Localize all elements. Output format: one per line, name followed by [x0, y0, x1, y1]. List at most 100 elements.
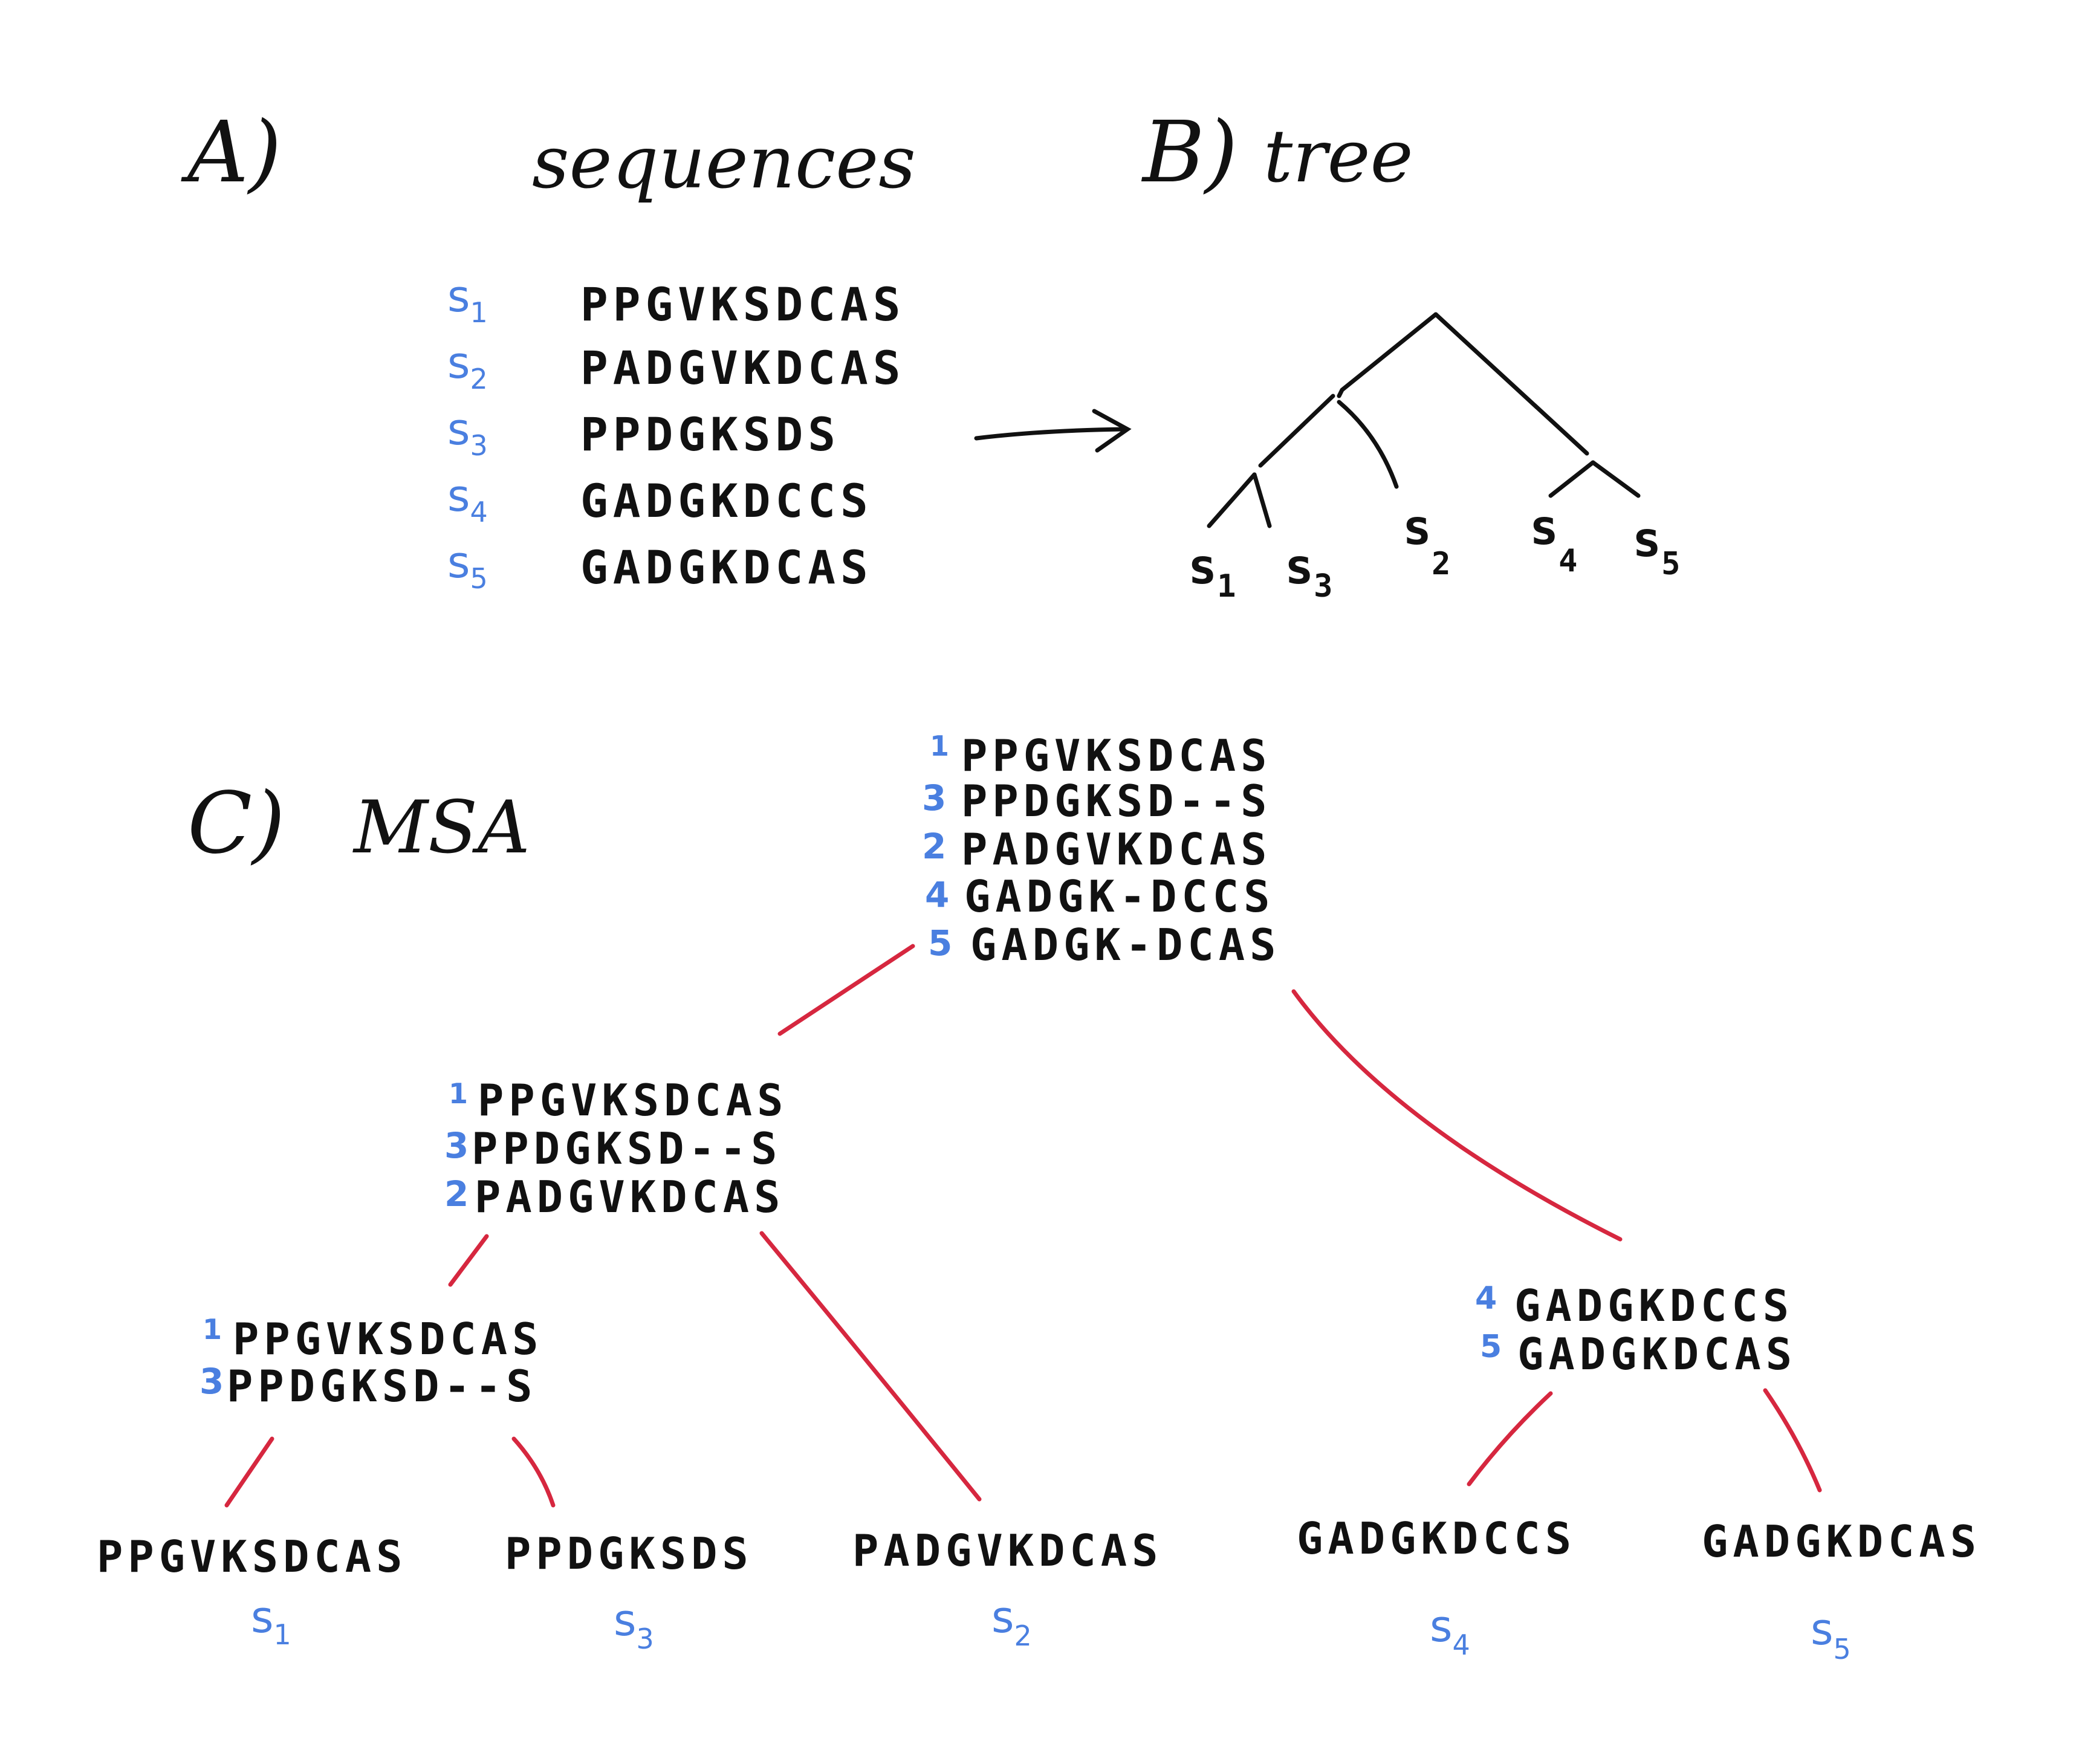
- sequence-row: s3 PPDGKSDS: [447, 404, 840, 462]
- alignment-row: 2 PADGVKDCAS: [922, 824, 1267, 875]
- guide-tree: [1207, 312, 1641, 528]
- leaf-id: s: [1430, 1601, 1453, 1652]
- tree-branch: [1258, 394, 1335, 468]
- row-number: 2: [922, 826, 946, 867]
- row-sequence: PPDGKSD--S: [227, 1361, 537, 1412]
- svg-text:s2: s2: [991, 1592, 1032, 1652]
- leaf-sub: 1: [274, 1618, 291, 1651]
- msa-leaves: PPGVKSDCAS s1 PPDGKSDS s3 PADGVKDCAS s2 …: [97, 1513, 1981, 1665]
- row-number: 1: [449, 1077, 468, 1110]
- alignment-row: 1 PPGVKSDCAS: [203, 1313, 538, 1364]
- alignment-row: 4 GADGK-DCCS: [925, 871, 1274, 922]
- row-number: 4: [1475, 1280, 1497, 1317]
- svg-text:s1: s1: [251, 1592, 291, 1651]
- msa-tree-edges: [224, 944, 1822, 1508]
- seq-id: s: [447, 404, 470, 455]
- sequence-text: GADGKDCCS: [580, 474, 873, 528]
- row-number: 3: [199, 1361, 224, 1402]
- row-number: 2: [444, 1173, 469, 1214]
- row-sequence: PPDGKSD--S: [472, 1123, 782, 1174]
- leaf-id: s: [991, 1592, 1014, 1642]
- tree-branch: [1252, 472, 1272, 528]
- leaf-id: s: [1632, 511, 1661, 568]
- row-number: 5: [1480, 1329, 1502, 1365]
- tree-edge: [511, 1436, 556, 1508]
- svg-text:s4: s4: [1529, 499, 1577, 579]
- leaf-sequence: PPDGKSDS: [505, 1528, 753, 1579]
- tree-branch: [1433, 312, 1589, 456]
- leaf-id: s: [1188, 539, 1217, 595]
- leaf-id: s: [1529, 499, 1558, 556]
- alignment-node-45: 4 GADGKDCCS 5 GADGKDCAS: [1475, 1280, 1797, 1380]
- leaf-sub: 1: [1217, 568, 1236, 605]
- alignment-row: 1 PPGVKSDCAS: [449, 1075, 788, 1126]
- row-sequence: GADGKDCAS: [1517, 1329, 1797, 1380]
- sequence-text: GADGKDCAS: [580, 540, 873, 594]
- tree-branch: [1591, 460, 1641, 498]
- root-alignment: 1 PPGVKSDCAS 3 PPDGKSD--S 2 PADGVKDCAS 4…: [922, 730, 1276, 970]
- sequence-text: PADGVKDCAS: [580, 341, 906, 395]
- alignment-row: 1 PPGVKSDCAS: [930, 730, 1267, 781]
- alignment-row: 5 GADGKDCAS: [1480, 1329, 1797, 1380]
- leaf-sub: 3: [1314, 568, 1332, 605]
- row-sequence: PADGVKDCAS: [475, 1172, 785, 1222]
- leaf-sequence: GADGKDCAS: [1702, 1516, 1981, 1567]
- row-sequence: PPGVKSDCAS: [478, 1075, 788, 1126]
- seq-id-sub: 1: [470, 296, 488, 329]
- leaf-sub: 3: [637, 1623, 654, 1655]
- leaf-sub: 2: [1014, 1620, 1032, 1652]
- alignment-row: 3 PPDGKSD--S: [444, 1123, 782, 1174]
- seq-id-sub: 2: [470, 363, 488, 395]
- svg-text:s4: s4: [1430, 1601, 1470, 1661]
- leaf-sub: 5: [1661, 546, 1680, 582]
- tree-edge: [777, 944, 915, 1036]
- leaf-sequence: PADGVKDCAS: [852, 1525, 1163, 1576]
- alignment-row: 2 PADGVKDCAS: [444, 1172, 785, 1222]
- leaf-id: s: [251, 1592, 274, 1642]
- leaf-sub: 4: [1558, 543, 1577, 579]
- seq-id-sub: 3: [470, 429, 488, 462]
- tree-edge: [759, 1231, 982, 1502]
- svg-text:s2: s2: [447, 337, 488, 395]
- tree-edge: [1467, 1391, 1553, 1487]
- row-number: 3: [922, 777, 946, 819]
- tree-branch: [1548, 460, 1595, 498]
- svg-text:s5: s5: [1811, 1604, 1851, 1665]
- seq-id-sub: 4: [470, 496, 488, 528]
- alignment-row: 4 GADGKDCCS: [1475, 1280, 1794, 1331]
- svg-text:s4: s4: [447, 470, 488, 528]
- svg-text:s2: s2: [1403, 499, 1450, 582]
- leaf-sequence: GADGKDCCS: [1297, 1513, 1576, 1564]
- leaf-id: s: [1811, 1604, 1834, 1655]
- seq-id: s: [447, 470, 470, 521]
- panel-c-title: MSA: [352, 786, 530, 870]
- svg-text:s5: s5: [447, 537, 488, 595]
- row-number: 1: [203, 1313, 222, 1346]
- svg-text:s1: s1: [447, 271, 488, 329]
- leaf-id: s: [614, 1595, 637, 1646]
- leaf-id: s: [1285, 539, 1314, 595]
- leaf-sub: 5: [1834, 1633, 1851, 1665]
- sequence-text: PPDGKSDS: [580, 407, 840, 461]
- row-sequence: GADGK-DCCS: [964, 871, 1274, 922]
- leaf: PADGVKDCAS s2: [852, 1525, 1163, 1652]
- row-number: 5: [928, 923, 952, 964]
- leaf: PPDGKSDS s3: [505, 1528, 753, 1655]
- row-number: 4: [925, 874, 949, 915]
- alignment-row: 3 PPDGKSD--S: [922, 776, 1267, 826]
- sequence-row: s4 GADGKDCCS: [447, 470, 873, 528]
- row-sequence: GADGKDCCS: [1514, 1280, 1794, 1331]
- row-number: 3: [444, 1125, 469, 1166]
- svg-text:s1: s1: [1188, 539, 1236, 605]
- leaf-sequence: PPGVKSDCAS: [97, 1531, 407, 1582]
- seq-id: s: [447, 337, 470, 388]
- sequence-row: s2 PADGVKDCAS: [447, 337, 906, 395]
- arrow-icon: [974, 409, 1132, 453]
- tree-edge: [1291, 989, 1623, 1242]
- seq-id: s: [447, 271, 470, 322]
- row-number: 1: [930, 730, 949, 762]
- leaf-sub: 4: [1453, 1629, 1470, 1661]
- svg-text:s3: s3: [447, 404, 488, 462]
- leaf-id: s: [1403, 499, 1432, 556]
- leaf: GADGKDCAS s5: [1702, 1516, 1981, 1665]
